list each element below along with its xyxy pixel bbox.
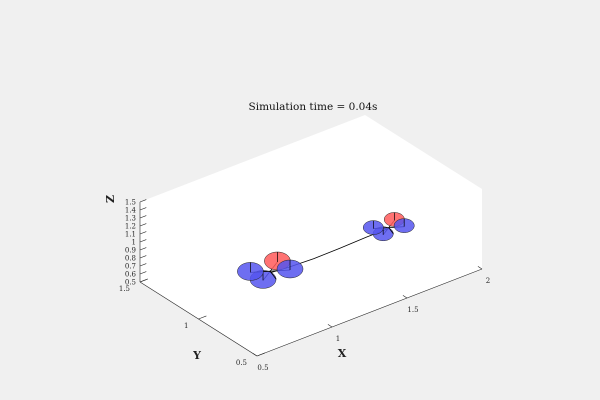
z-tick-mark — [139, 279, 147, 283]
z-tick-mark — [139, 239, 147, 243]
z-tick-mark — [139, 199, 147, 203]
x-tick-label: 1 — [336, 335, 340, 343]
z-axis-label: Z — [104, 195, 117, 203]
body-axis — [269, 270, 277, 280]
z-tick-mark — [139, 223, 147, 227]
z-tick-label: 1 — [132, 239, 136, 247]
x-tick-mark — [477, 266, 483, 270]
x-tick-mark — [252, 353, 258, 357]
x-tick-label: 2 — [486, 277, 490, 285]
z-tick-mark — [139, 231, 147, 235]
y-tick-label: 1 — [184, 322, 188, 330]
body-axis — [388, 227, 394, 235]
x-axis-line — [256, 268, 483, 357]
z-tick-label: 0.9 — [125, 247, 136, 255]
y-tick-mark — [256, 352, 265, 357]
x-tick-mark — [402, 295, 408, 299]
z-tick-label: 1.4 — [125, 207, 137, 215]
x-axis-ticks: 0.5 1 1.5 2 — [252, 266, 490, 372]
x-axis-label: X — [338, 347, 347, 360]
y-tick-label: 1.5 — [119, 285, 130, 293]
y-axis-label: Y — [192, 349, 201, 362]
plot-area — [140, 115, 482, 356]
z-tick-mark — [139, 247, 147, 251]
z-tick-label: 0.7 — [125, 263, 136, 271]
y-tick-label: 0.5 — [236, 359, 247, 367]
z-tick-label: 1.1 — [125, 231, 136, 239]
z-axis-ticks: 0.50.60.70.80.911.11.21.31.41.5 — [125, 199, 147, 287]
chart-title: Simulation time = 0.04s — [249, 101, 378, 113]
y-tick-mark — [198, 315, 207, 320]
quadrotor-start — [237, 251, 304, 289]
plot-content — [237, 212, 415, 289]
z-tick-mark — [139, 207, 147, 211]
z-tick-mark — [139, 271, 147, 275]
x-tick-mark — [327, 324, 333, 328]
z-tick-mark — [139, 263, 147, 267]
z-tick-mark — [139, 255, 147, 259]
z-tick-label: 1.3 — [125, 215, 136, 223]
x-tick-label: 0.5 — [257, 364, 268, 372]
z-tick-label: 1.5 — [125, 199, 136, 207]
z-tick-label: 0.5 — [125, 279, 136, 287]
z-tick-label: 0.6 — [125, 271, 137, 279]
z-tick-label: 1.2 — [125, 223, 136, 231]
quadrotor-end — [362, 212, 415, 242]
x-tick-label: 1.5 — [407, 306, 418, 314]
z-tick-label: 0.8 — [125, 255, 136, 263]
z-tick-mark — [139, 215, 147, 219]
